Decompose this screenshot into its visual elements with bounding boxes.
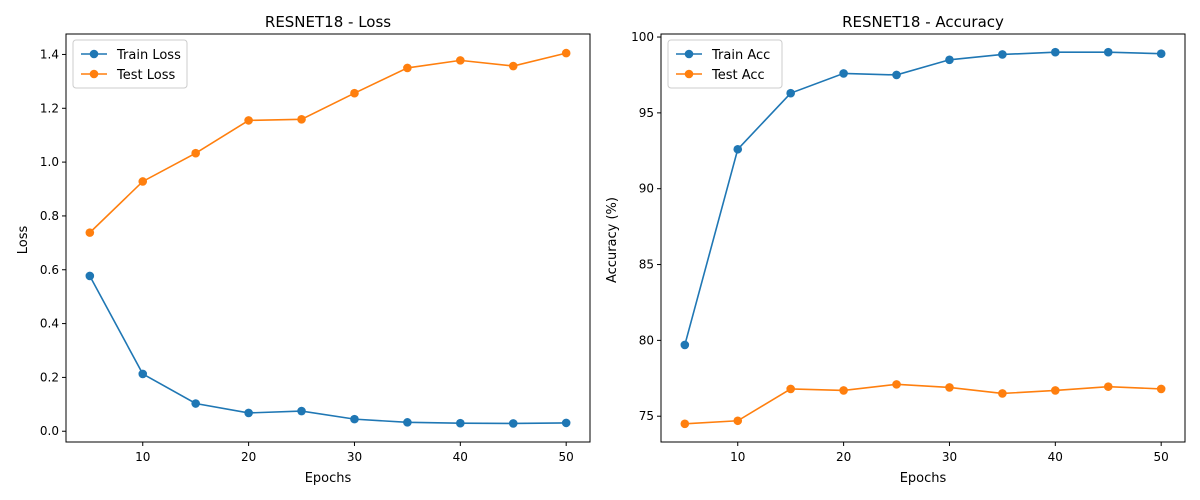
legend-label: Test Acc (711, 68, 765, 83)
data-point (839, 69, 848, 78)
legend-box (667, 39, 783, 89)
data-point (998, 50, 1007, 59)
data-point (998, 389, 1007, 398)
y-tick-label: 95 (639, 106, 654, 120)
data-point (786, 384, 795, 394)
data-point (297, 115, 306, 124)
data-point (1103, 47, 1113, 57)
data-point (786, 88, 795, 98)
x-tick-label: 50 (559, 450, 574, 464)
x-axis-label: Epochs (900, 471, 947, 486)
y-tick-label: 1.4 (40, 47, 59, 61)
y-tick-label: 1.0 (40, 155, 59, 169)
data-point (297, 406, 306, 416)
series-line-1 (89, 52, 567, 234)
y-axis-label: Accuracy (%) (605, 197, 620, 283)
axes-frame (65, 33, 591, 443)
chart-title: RESNET18 - Accuracy (842, 13, 1004, 31)
y-tick-label: 100 (631, 30, 654, 44)
data-point (191, 399, 200, 408)
data-point (85, 228, 95, 237)
x-tick-label: 50 (1154, 450, 1169, 464)
chart-title: RESNET18 - Loss (265, 13, 391, 31)
y-tick-label: 0.6 (40, 263, 59, 277)
y-tick-label: 0.4 (40, 317, 59, 331)
legend-box (72, 39, 188, 89)
x-tick-label: 10 (730, 450, 745, 464)
data-point (403, 418, 412, 427)
data-point (350, 88, 359, 98)
data-point (508, 61, 518, 71)
x-tick-label: 30 (347, 450, 362, 464)
x-tick-label: 40 (453, 450, 468, 464)
data-point (138, 177, 148, 186)
y-tick-label: 90 (639, 182, 654, 196)
x-axis-label: Epochs (305, 471, 352, 486)
data-point (456, 56, 465, 65)
legend-marker (89, 69, 99, 79)
y-tick-label: 0.0 (40, 424, 59, 438)
legend-label: Train Loss (116, 48, 181, 63)
data-point (561, 48, 571, 58)
data-point (1156, 49, 1166, 59)
y-axis-label: Loss (16, 226, 31, 255)
data-point (1103, 382, 1113, 391)
x-tick-label: 10 (135, 450, 150, 464)
legend-label: Test Loss (116, 68, 175, 83)
data-point (350, 414, 359, 424)
loss-chart: RESNET18 - Loss Epochs Loss 10 20 30 40 50 0.… (16, 13, 591, 486)
axes-frame (660, 33, 1186, 443)
data-point (892, 380, 901, 389)
data-point (733, 144, 743, 154)
legend-marker (684, 69, 694, 79)
data-point (945, 383, 954, 392)
data-point (456, 418, 465, 428)
data-point (244, 408, 253, 418)
data-point (85, 271, 95, 281)
y-tick-label: 80 (639, 333, 654, 347)
data-point (945, 55, 954, 65)
legend: Train Acc Test Acc (667, 39, 783, 89)
data-point (561, 418, 571, 428)
x-tick-label: 20 (836, 450, 851, 464)
legend-marker (684, 49, 694, 59)
data-point (680, 340, 690, 350)
data-point (1051, 386, 1060, 395)
x-tick-label: 30 (942, 450, 957, 464)
data-point (1156, 384, 1166, 394)
data-point (892, 70, 901, 80)
data-point (680, 419, 690, 429)
data-point (191, 148, 200, 158)
data-point (244, 116, 253, 125)
data-point (508, 419, 518, 428)
legend: Train Loss Test Loss (72, 39, 188, 89)
series-line-0 (684, 51, 1162, 346)
y-tick-label: 0.8 (40, 209, 59, 223)
y-tick-label: 85 (639, 258, 654, 272)
legend-label: Train Acc (711, 48, 770, 63)
accuracy-chart: RESNET18 - Accuracy Epochs Accuracy (%) … (605, 13, 1186, 486)
data-point (403, 63, 412, 73)
data-point (839, 386, 848, 395)
data-point (1051, 47, 1060, 57)
x-tick-label: 20 (241, 450, 256, 464)
y-tick-label: 1.2 (40, 101, 59, 115)
y-tick-label: 75 (639, 409, 654, 423)
data-point (138, 369, 148, 379)
legend-marker (89, 49, 99, 59)
data-point (733, 416, 743, 426)
series-line-0 (89, 275, 567, 425)
x-tick-label: 40 (1048, 450, 1063, 464)
y-tick-label: 0.2 (40, 370, 59, 384)
series-line-1 (684, 383, 1162, 425)
